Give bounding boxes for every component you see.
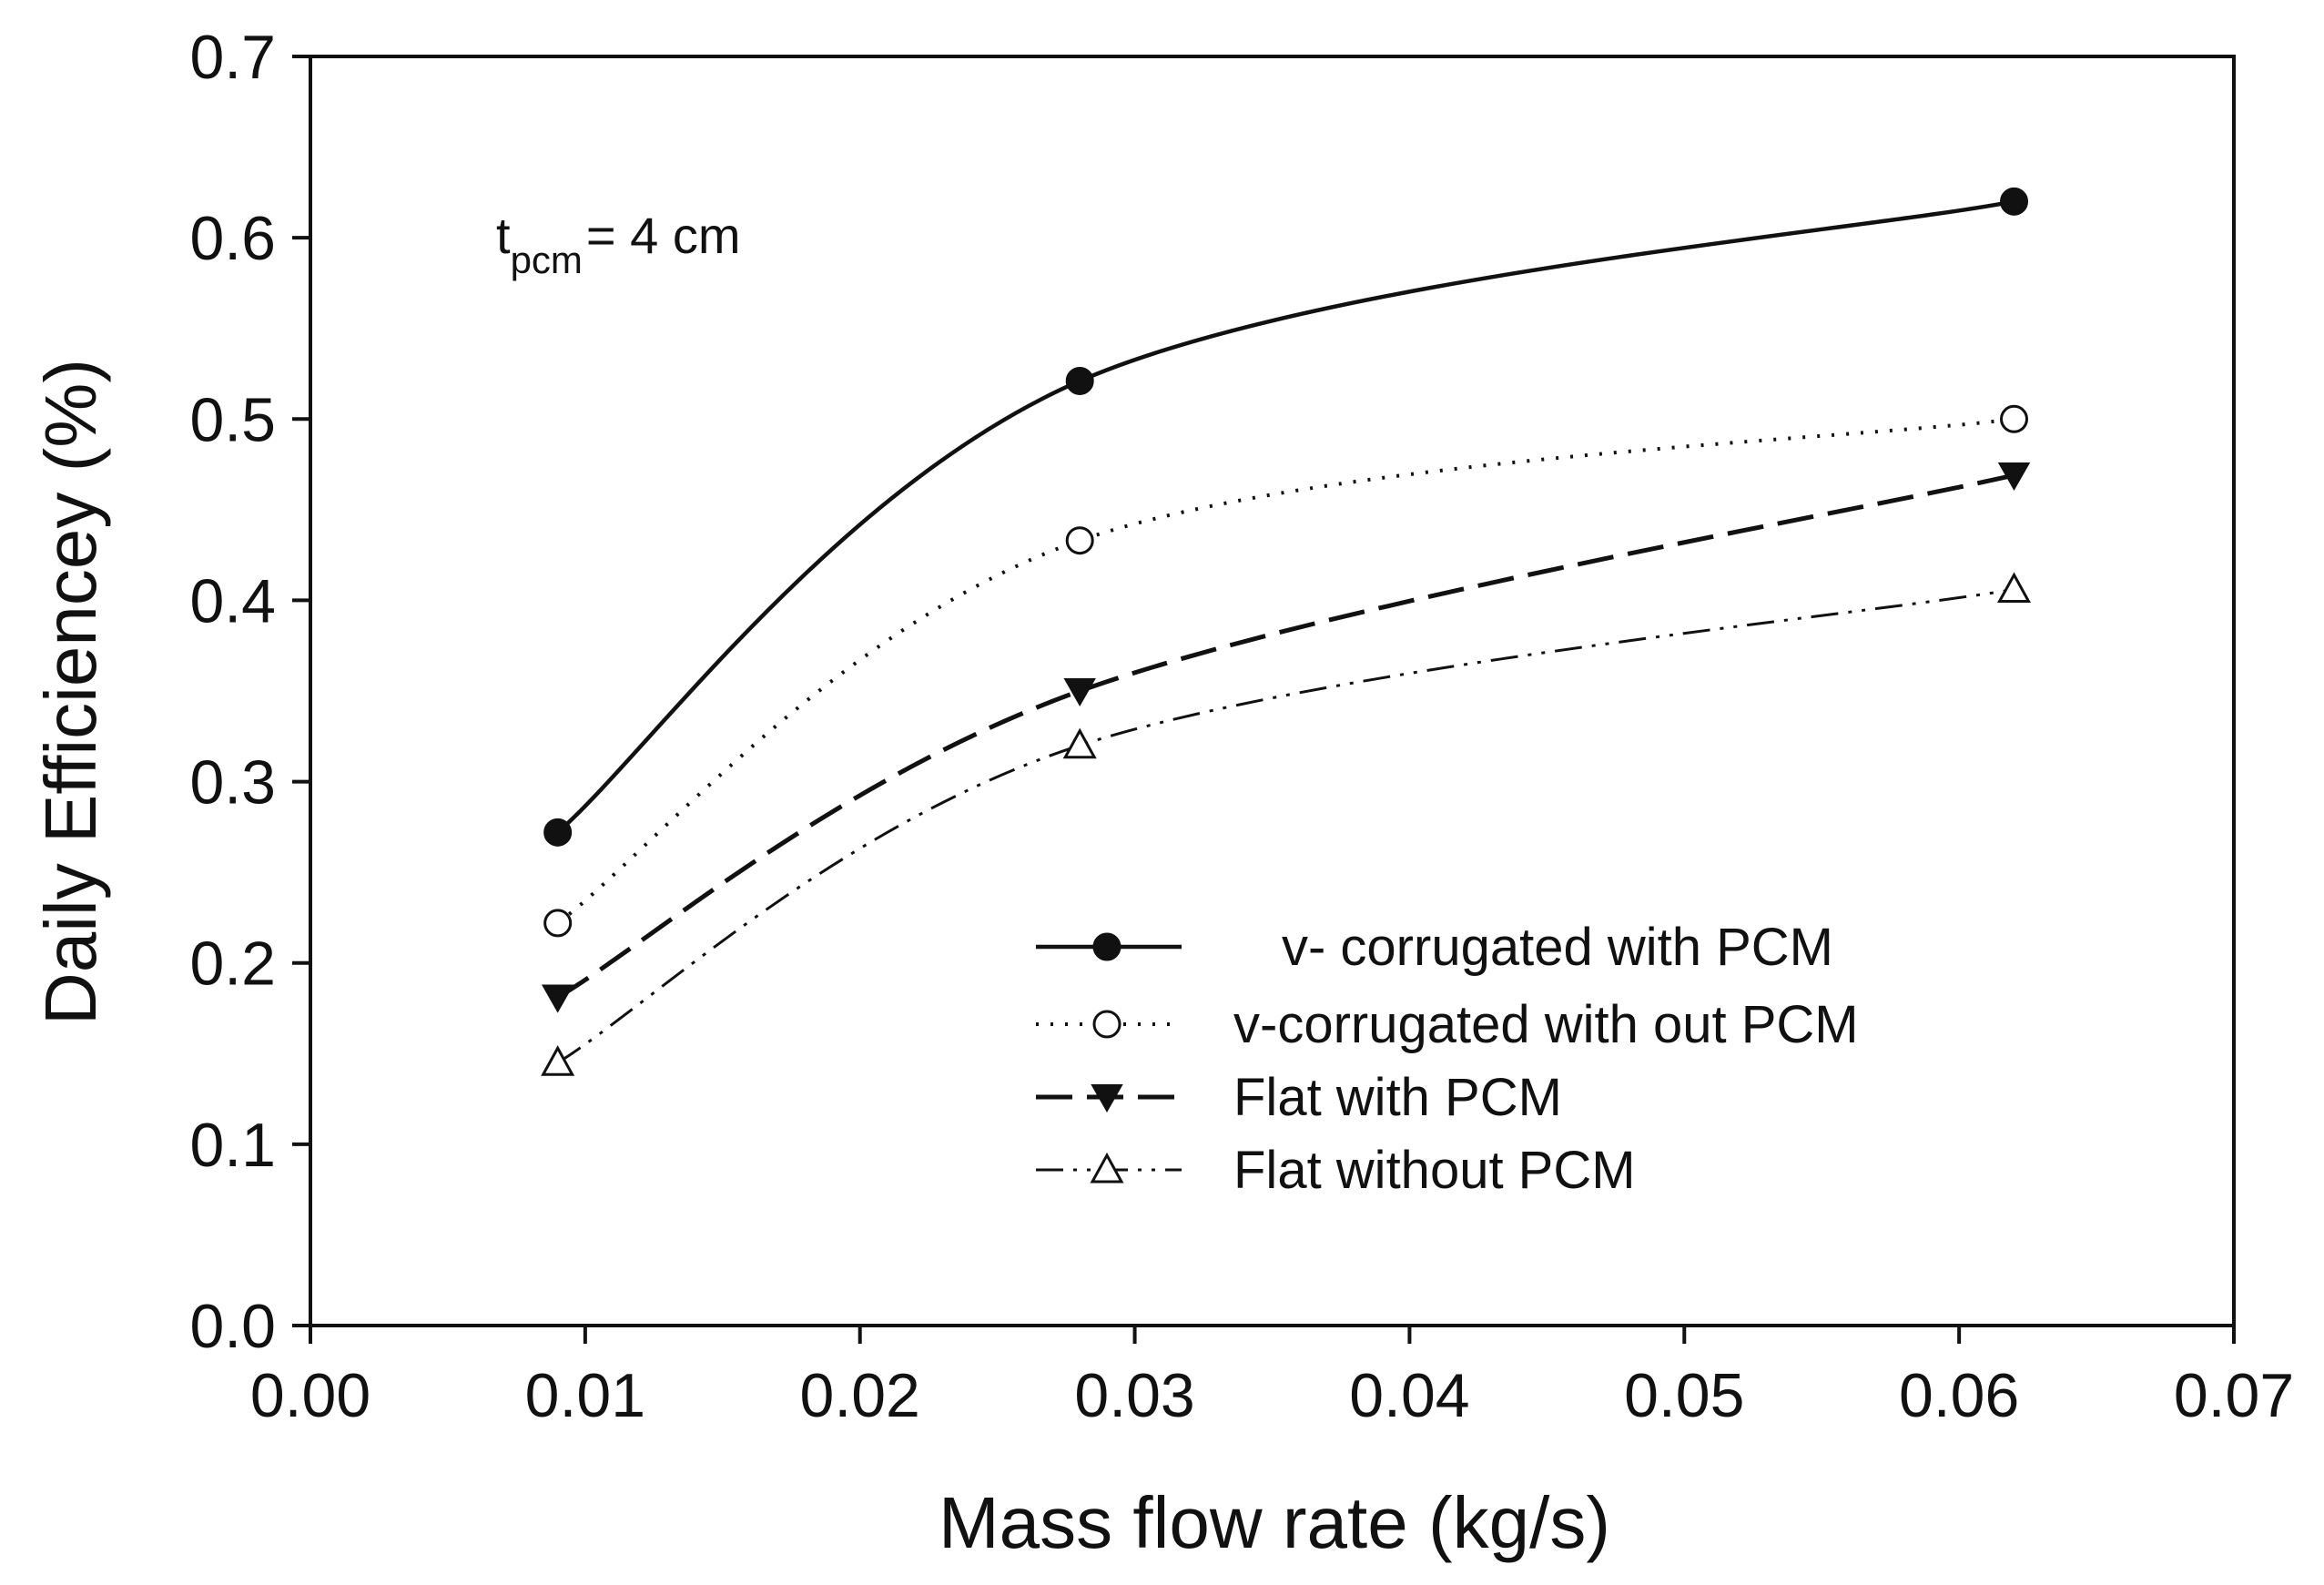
series-line-1 [556, 199, 2014, 835]
data-point-series-1 [543, 818, 573, 847]
x-tick-label: 0.03 [1074, 1361, 1194, 1430]
y-tick-label: 0.3 [189, 748, 276, 818]
data-point-series-2 [543, 909, 573, 938]
x-tick-label: 0.04 [1349, 1361, 1469, 1430]
y-tick-label: 0.7 [189, 23, 276, 92]
series-lines [556, 199, 2015, 1064]
data-point-series-4 [541, 1045, 575, 1076]
x-tick-label: 0.00 [250, 1361, 370, 1430]
legend-label-1: v- corrugated with PCM [1282, 918, 1833, 977]
x-tick-label: 0.06 [1899, 1361, 2019, 1430]
y-axis-title: Daily Efficiencey (%) [30, 359, 111, 1025]
y-tick-label: 0.5 [189, 385, 276, 454]
legend-label-3: Flat with PCM [1233, 1068, 1562, 1127]
legend-marker-2 [1092, 1010, 1121, 1039]
plot-frame [309, 55, 2236, 1327]
x-tick-label: 0.07 [2174, 1361, 2294, 1430]
series-line-3 [556, 472, 2015, 1000]
data-point-series-4 [1062, 727, 1097, 759]
x-tick-label: 0.01 [525, 1361, 645, 1430]
data-point-series-2 [2000, 404, 2029, 433]
data-point-series-2 [1065, 526, 1094, 555]
x-tick-label: 0.05 [1624, 1361, 1744, 1430]
legend-label-4: Flat without PCM [1233, 1141, 1636, 1200]
legend-marker-1 [1092, 932, 1121, 961]
data-point-series-3 [1063, 678, 1096, 707]
legend-label-2: v-corrugated with out PCM [1233, 995, 1859, 1054]
y-axis-ticks: 0.0 0.1 0.2 0.3 0.4 0.5 0.6 0.7 [189, 23, 310, 1361]
y-tick-label: 0.6 [189, 204, 276, 273]
data-point-series-1 [1065, 366, 1094, 395]
y-tick-label: 0.0 [189, 1292, 276, 1361]
y-tick-label: 0.4 [189, 566, 276, 635]
legend: v- corrugated with PCM v-corrugated with … [1036, 918, 1859, 1200]
data-point-series-3 [1997, 462, 2031, 492]
data-point-series-3 [541, 984, 574, 1013]
y-tick-label: 0.2 [189, 930, 276, 999]
y-tick-label: 0.1 [189, 1111, 276, 1180]
x-axis-ticks: 0.00 0.01 0.02 0.03 0.04 0.05 0.06 0.07 [250, 1326, 2294, 1430]
series-markers [541, 187, 2032, 1076]
data-point-series-1 [2000, 187, 2029, 216]
data-point-series-4 [1996, 572, 2032, 603]
legend-marker-3 [1091, 1084, 1123, 1113]
series-line-4 [556, 588, 2014, 1064]
annotation-tpcm: tpcm= 4 cm [496, 207, 741, 281]
x-axis-title: Mass flow rate (kg/s) [939, 1482, 1610, 1563]
legend-marker-4 [1090, 1152, 1124, 1184]
x-tick-label: 0.02 [800, 1361, 920, 1430]
